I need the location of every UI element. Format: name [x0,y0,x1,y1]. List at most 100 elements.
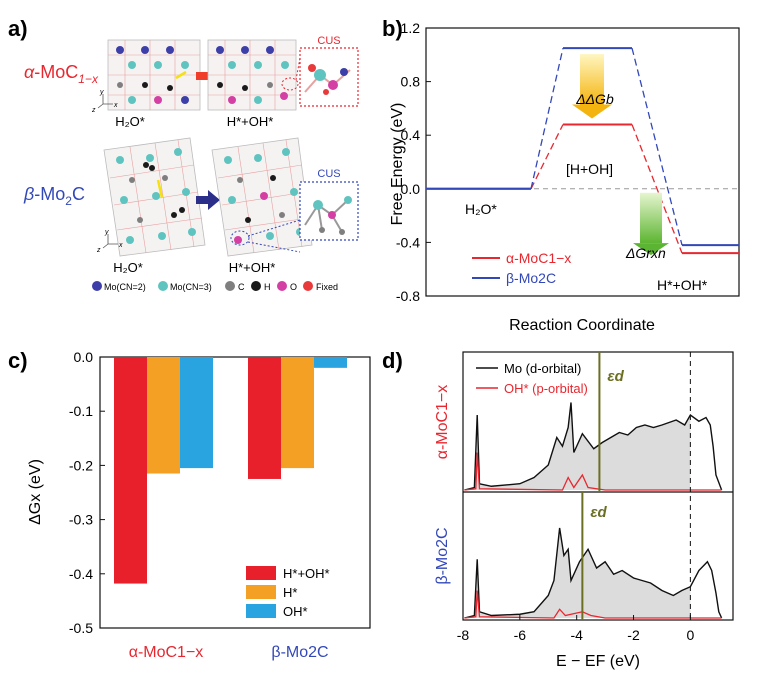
panel-c-y-tick-label: 0.0 [74,349,94,365]
beta-arrow-icon [196,190,220,210]
occupied-states-area [464,528,691,618]
panel-c-y-tick-label: -0.4 [69,566,93,582]
panel-c-frame [99,356,371,629]
panel-d: d) -8 -6 -4 -2 0 E − EF (eV) α-MoC1−x β-Mo2C… [382,348,734,670]
bar [114,357,147,584]
bar [314,357,347,368]
panel-c-ylabel: ΔGx (eV) [27,459,44,525]
panel-c-legend: H*+OH* H* OH* [246,566,330,619]
panel-b-y-tick-label: 0.0 [401,181,421,197]
delta-gb-arrow-shaft [580,54,604,105]
panel-b-label: b) [382,16,403,41]
alpha-cus-label: CUS [317,35,340,47]
panel-d-legend: Mo (d-orbital) OH* (p-orbital) [476,361,588,396]
panel-b-y-tick-label: 1.2 [401,20,421,36]
alpha-state-hoh: H*+OH* [227,114,274,129]
annotation-h-oh-mid: [H+OH] [566,161,613,177]
legend-mo-cn3-swatch [158,281,168,291]
panel-b-xlabel: Reaction Coordinate [509,317,655,334]
panel-c: c) 0.0 -0.1 -0.2 -0.3 -0.4 -0.5 ΔGx (eV) α-Mo… [8,348,371,661]
beta-state-hoh: H*+OH* [229,260,276,275]
panel-c-y-ticks: 0.0 -0.1 -0.2 -0.3 -0.4 -0.5 [69,349,105,636]
legend-c-swatch [225,281,235,291]
legend-h-swatch [251,281,261,291]
alpha-cus-zoom [299,47,359,107]
svg-text:x: x [118,242,123,249]
panel-b-series [426,47,739,255]
legend-c: C [238,282,245,292]
bar [248,357,281,479]
alpha-axes-icon: y x z [91,89,118,114]
panel-c-category-beta: β-Mo2C [271,644,328,661]
svg-text:x: x [113,102,118,109]
panel-c-y-tick-label: -0.5 [69,620,93,636]
legend-o: O [290,282,297,292]
panel-a: a) α-MoC1−x β-Mo2C [8,16,359,292]
panel-d-x-tick-label: -6 [514,627,527,643]
legend-fixed-swatch [303,281,313,291]
legend-mo-d: Mo (d-orbital) [504,361,581,376]
annotation-h-oh-end: H*+OH* [657,277,708,293]
panel-c-y-tick-label: -0.2 [69,457,93,473]
panel-d-x-tick-label: -2 [627,627,640,643]
mo-d-orbital-line [464,402,723,491]
alpha-state-h2o: H₂O* [115,114,145,129]
bar [147,357,180,474]
panel-c-category-alpha: α-MoC1−x [129,644,204,661]
mo-d-orbital-line [464,527,723,619]
panel-d-x-tick-label: -4 [570,627,583,643]
panel-b-y-tick-label: 0.8 [401,74,421,90]
series-connector [530,47,564,189]
oh-p-orbital-line [464,590,722,619]
svg-text:y: y [104,229,109,236]
alpha-row-label: α-MoC1−x [24,62,99,86]
panel-d-x-tick-label: 0 [686,627,694,643]
svg-text:y: y [99,89,104,96]
panel-b-frame [425,27,740,297]
beta-axes-icon: y x z [96,229,123,254]
atom-legend: Mo(CN=2) Mo(CN=3) C H O Fixed [92,281,338,292]
panel-b-y-tick-label: -0.8 [396,288,420,304]
bar [281,357,314,469]
oh-p-orbital-line [464,452,722,491]
delta-gb-arrow-icon [572,104,612,119]
beta-row-label: β-Mo2C [23,184,85,208]
series-connector [631,124,683,254]
panel-b-y-tick-label: -0.4 [396,234,420,250]
delta-grxn-label: ΔGrxn [625,245,666,261]
legend-fixed: Fixed [316,282,338,292]
legend-alpha: α-MoC1−x [506,250,571,266]
legend-hoh: H*+OH* [283,566,330,581]
panel-a-label: a) [8,16,28,41]
series-connector [530,124,564,190]
svg-text:z: z [96,247,101,254]
legend-mo-cn3: Mo(CN=3) [170,282,212,292]
alpha-structure-final [207,39,299,111]
panel-d-x-ticks: -8 -6 -4 -2 0 [457,615,694,643]
panel-d-ylabel-beta: β-Mo2C [434,527,451,584]
panel-c-bars [114,357,347,584]
panel-c-y-tick-label: -0.1 [69,403,93,419]
legend-h-swatch [246,585,276,599]
panel-b: b) 1.2 0.8 0.4 0.0 -0.4 -0.8 Free Energy (eV)… [382,16,740,334]
alpha-structure-initial [107,39,201,111]
legend-oh-p: OH* (p-orbital) [504,381,588,396]
eps-d-label-beta: εd [590,504,607,521]
beta-cus-zoom [299,181,359,241]
panel-d-xlabel: E − EF (eV) [556,653,640,670]
beta-state-h2o: H₂O* [113,260,143,275]
panel-b-y-tick-label: 0.4 [401,127,421,143]
delta-grxn-arrow-shaft [640,192,662,244]
legend-mo-cn2: Mo(CN=2) [104,282,146,292]
delta-gb-label: ΔΔGb [575,91,614,107]
legend-mo-cn2-swatch [92,281,102,291]
legend-oh: OH* [283,604,308,619]
panel-b-ylabel: Free Energy (eV) [389,103,406,226]
panel-d-x-tick-label: -8 [457,627,470,643]
annotation-h2o: H₂O* [465,201,497,217]
delta-grxn-arrow-icon [633,243,669,256]
legend-oh-swatch [246,604,276,618]
eps-d-label-alpha: εd [607,368,624,385]
legend-o-swatch [277,281,287,291]
